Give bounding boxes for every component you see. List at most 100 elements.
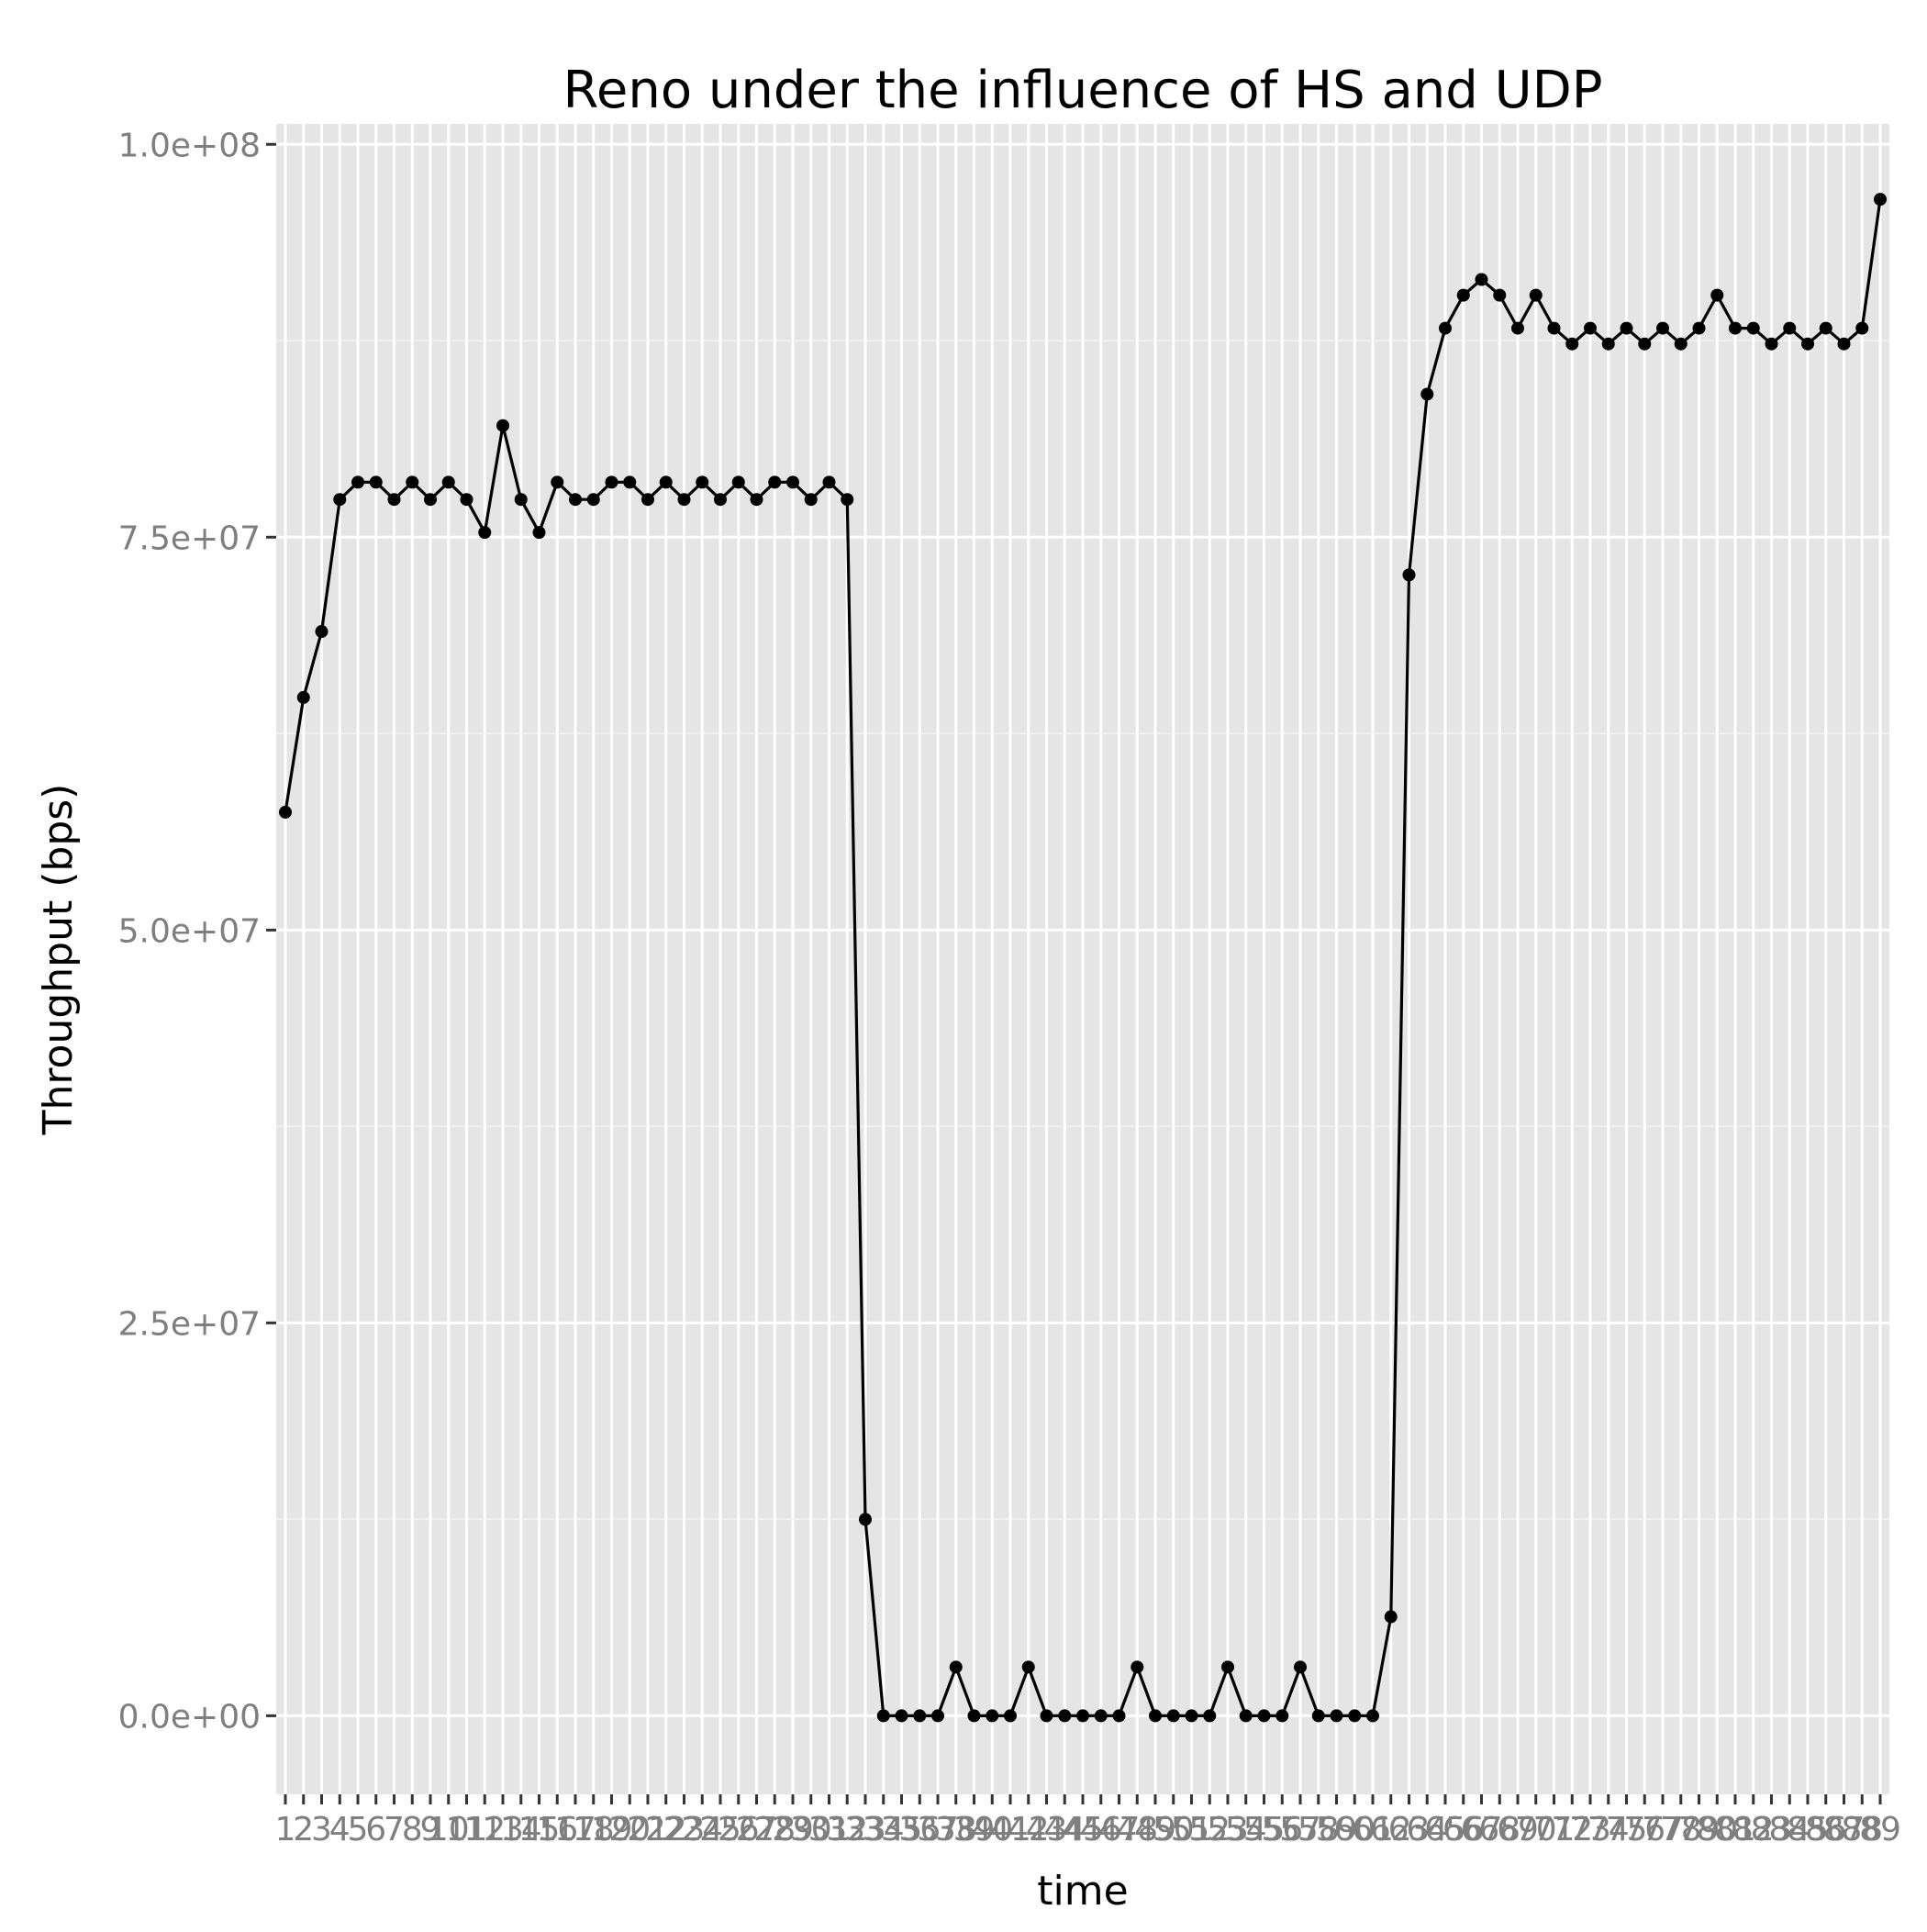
x-tick-label: 50 [1153, 1811, 1195, 1848]
x-tick-label: 78 [1660, 1811, 1702, 1848]
data-point [1456, 288, 1470, 302]
x-tick-label: 57 [1279, 1811, 1321, 1848]
data-point [478, 526, 492, 540]
x-tick-label: 20 [608, 1811, 651, 1848]
data-point [714, 493, 727, 507]
x-tick-label: 3 [311, 1811, 332, 1848]
data-point [1021, 1660, 1035, 1674]
x-tick-label: 51 [1171, 1811, 1213, 1848]
data-point [1203, 1709, 1217, 1723]
data-point [841, 493, 854, 507]
data-point [1638, 337, 1652, 351]
series-throughput [279, 193, 1887, 1723]
data-point [569, 493, 582, 507]
data-point [1239, 1709, 1253, 1723]
x-tick-label: 18 [573, 1811, 615, 1848]
data-point [641, 493, 654, 507]
x-tick-label: 21 [627, 1811, 669, 1848]
data-point [623, 475, 637, 489]
data-point [731, 475, 745, 489]
x-tick-label: 27 [736, 1811, 778, 1848]
data-point [1710, 288, 1724, 302]
x-tick-label: 67 [1461, 1811, 1503, 1848]
x-tick-label: 49 [1134, 1811, 1176, 1848]
x-tick-label: 83 [1751, 1811, 1793, 1848]
data-point [296, 690, 310, 704]
data-point [1765, 337, 1778, 351]
data-point [315, 625, 329, 639]
data-point [1166, 1709, 1180, 1723]
x-tick-label: 7 [384, 1811, 405, 1848]
x-tick-label: 86 [1805, 1811, 1847, 1848]
y-tick-label: 1.0e+08 [118, 127, 261, 164]
data-point [369, 475, 383, 489]
data-point [1674, 337, 1688, 351]
x-tick-label: 79 [1678, 1811, 1721, 1848]
x-tick-label: 36 [898, 1811, 941, 1848]
x-tick-label: 52 [1188, 1811, 1231, 1848]
data-point [986, 1709, 999, 1723]
x-tick-label: 69 [1497, 1811, 1539, 1848]
x-tick-label: 72 [1551, 1811, 1593, 1848]
x-tick-label: 55 [1243, 1811, 1286, 1848]
data-point [949, 1660, 963, 1674]
data-point [1275, 1709, 1289, 1723]
y-tick-label: 5.0e+07 [118, 912, 261, 950]
x-tick-label: 37 [917, 1811, 959, 1848]
data-point [514, 493, 528, 507]
x-tick-label: 14 [500, 1811, 542, 1848]
data-point [659, 475, 673, 489]
data-point [1257, 1709, 1271, 1723]
data-point [333, 493, 347, 507]
data-point [1565, 337, 1579, 351]
x-tick-label: 19 [591, 1811, 633, 1848]
data-point [1692, 321, 1706, 335]
x-tick-label: 39 [953, 1811, 996, 1848]
y-axis: 0.0e+00 2.5e+07 5.0e+07 7.5e+07 1.0e+08 [118, 127, 276, 1736]
y-tick-label: 2.5e+07 [118, 1305, 261, 1343]
x-tick-label: 87 [1823, 1811, 1866, 1848]
x-tick-label: 29 [772, 1811, 814, 1848]
x-tick-label: 70 [1515, 1811, 1557, 1848]
data-point [931, 1709, 944, 1723]
data-point [496, 419, 509, 432]
x-tick-label: 62 [1370, 1811, 1412, 1848]
data-point [822, 475, 836, 489]
data-point [768, 475, 782, 489]
data-point [605, 475, 618, 489]
x-tick-label: 33 [844, 1811, 886, 1848]
x-tick-label: 73 [1569, 1811, 1611, 1848]
data-point [1620, 321, 1633, 335]
x-tick-label: 41 [989, 1811, 1031, 1848]
data-point [696, 475, 709, 489]
x-tick-label: 31 [808, 1811, 851, 1848]
data-point [1384, 1610, 1398, 1624]
x-tick-label: 74 [1587, 1811, 1630, 1848]
x-tick-label: 54 [1225, 1811, 1267, 1848]
x-tick-label: 4 [329, 1811, 351, 1848]
data-point [1475, 273, 1488, 286]
data-point [1402, 568, 1416, 582]
x-tick-label: 68 [1478, 1811, 1520, 1848]
x-tick-label: 64 [1406, 1811, 1448, 1848]
x-tick-label: 5 [348, 1811, 369, 1848]
data-point [1221, 1660, 1234, 1674]
x-tick-label: 45 [1062, 1811, 1104, 1848]
x-tick-label: 28 [753, 1811, 796, 1848]
data-point [1149, 1709, 1162, 1723]
x-tick-label: 59 [1316, 1811, 1358, 1848]
data-point [1094, 1709, 1108, 1723]
data-point [1439, 321, 1452, 335]
x-tick-label: 82 [1732, 1811, 1775, 1848]
y-tick-label: 0.0e+00 [118, 1698, 261, 1736]
data-point [1348, 1709, 1362, 1723]
data-point [1801, 337, 1814, 351]
x-tick-label: 85 [1787, 1811, 1829, 1848]
data-point [804, 493, 818, 507]
data-point [351, 475, 364, 489]
x-tick-label: 58 [1298, 1811, 1340, 1848]
data-point [1076, 1709, 1089, 1723]
x-tick-label: 2 [293, 1811, 314, 1848]
x-tick-label: 56 [1261, 1811, 1303, 1848]
